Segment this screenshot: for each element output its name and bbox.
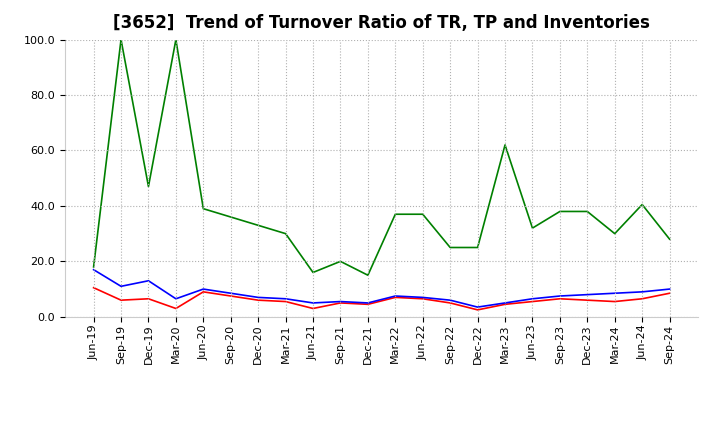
- Trade Receivables: [418, 296, 427, 301]
- Trade Receivables: [117, 297, 125, 303]
- Inventories: [473, 245, 482, 250]
- Trade Payables: [391, 293, 400, 299]
- Trade Payables: [309, 300, 318, 305]
- Inventories: [500, 142, 509, 147]
- Trade Payables: [446, 297, 454, 303]
- Trade Payables: [500, 300, 509, 305]
- Trade Receivables: [583, 297, 592, 303]
- Trade Receivables: [282, 299, 290, 304]
- Inventories: [528, 225, 537, 231]
- Trade Receivables: [144, 296, 153, 301]
- Trade Payables: [556, 293, 564, 299]
- Trade Payables: [226, 290, 235, 296]
- Trade Receivables: [446, 300, 454, 305]
- Inventories: [282, 231, 290, 236]
- Trade Payables: [611, 290, 619, 296]
- Inventories: [391, 212, 400, 217]
- Title: [3652]  Trend of Turnover Ratio of TR, TP and Inventories: [3652] Trend of Turnover Ratio of TR, TP…: [113, 15, 650, 33]
- Trade Payables: [528, 296, 537, 301]
- Line: Trade Receivables: Trade Receivables: [94, 288, 670, 310]
- Trade Payables: [199, 286, 207, 292]
- Trade Receivables: [364, 302, 372, 307]
- Trade Receivables: [391, 295, 400, 300]
- Inventories: [418, 212, 427, 217]
- Trade Receivables: [254, 297, 263, 303]
- Inventories: [556, 209, 564, 214]
- Inventories: [199, 206, 207, 211]
- Trade Receivables: [336, 300, 345, 305]
- Trade Receivables: [89, 285, 98, 290]
- Trade Payables: [254, 295, 263, 300]
- Inventories: [89, 264, 98, 270]
- Trade Receivables: [309, 306, 318, 311]
- Inventories: [336, 259, 345, 264]
- Trade Payables: [638, 289, 647, 294]
- Trade Receivables: [226, 293, 235, 299]
- Inventories: [171, 37, 180, 42]
- Trade Receivables: [171, 306, 180, 311]
- Inventories: [611, 231, 619, 236]
- Inventories: [309, 270, 318, 275]
- Inventories: [638, 202, 647, 207]
- Trade Payables: [282, 296, 290, 301]
- Trade Payables: [364, 300, 372, 305]
- Inventories: [254, 223, 263, 228]
- Inventories: [226, 214, 235, 220]
- Trade Receivables: [638, 296, 647, 301]
- Trade Payables: [583, 292, 592, 297]
- Inventories: [583, 209, 592, 214]
- Inventories: [665, 237, 674, 242]
- Trade Receivables: [556, 296, 564, 301]
- Trade Receivables: [473, 307, 482, 312]
- Trade Payables: [144, 278, 153, 283]
- Inventories: [144, 184, 153, 189]
- Trade Receivables: [500, 302, 509, 307]
- Trade Receivables: [611, 299, 619, 304]
- Trade Payables: [473, 304, 482, 310]
- Trade Payables: [665, 286, 674, 292]
- Trade Receivables: [665, 290, 674, 296]
- Inventories: [364, 272, 372, 278]
- Inventories: [446, 245, 454, 250]
- Line: Trade Payables: Trade Payables: [94, 270, 670, 307]
- Line: Inventories: Inventories: [94, 40, 670, 275]
- Trade Receivables: [199, 289, 207, 294]
- Trade Receivables: [528, 299, 537, 304]
- Trade Payables: [89, 267, 98, 272]
- Trade Payables: [117, 284, 125, 289]
- Trade Payables: [336, 299, 345, 304]
- Inventories: [117, 37, 125, 42]
- Trade Payables: [171, 296, 180, 301]
- Trade Payables: [418, 295, 427, 300]
